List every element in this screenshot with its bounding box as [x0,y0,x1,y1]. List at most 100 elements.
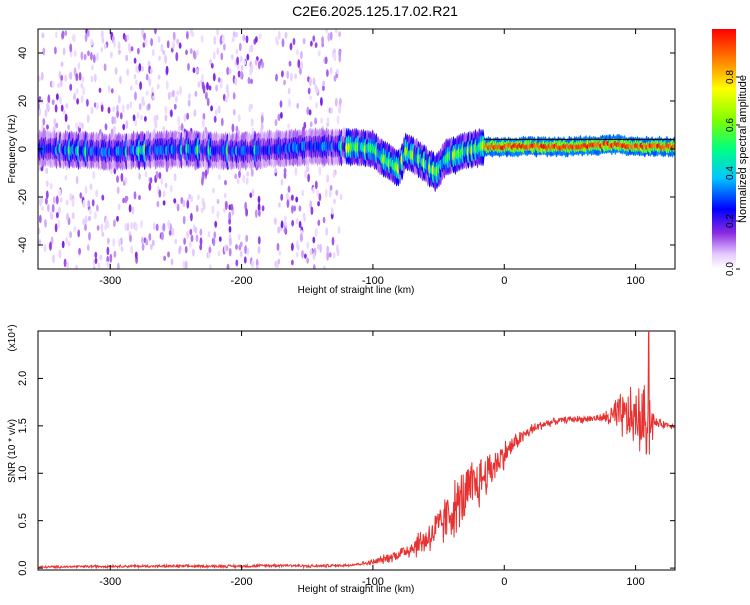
heatmap-noise-cell [100,46,104,53]
heatmap-noise-cell [260,115,264,124]
heatmap-noise-cell [216,47,220,55]
colorbar [712,29,736,269]
heatmap-noise-cell [295,196,299,203]
heatmap-noise-cell [280,178,284,186]
heatmap-noise-cell [47,204,50,212]
heatmap-noise-cell [309,121,313,128]
heatmap-noise-cell [239,241,243,248]
heatmap-noise-cell [183,113,187,122]
heatmap-noise-cell [288,195,292,202]
heatmap-noise-cell [295,217,299,225]
heatmap-noise-cell [116,110,119,118]
heatmap-noise-cell [237,70,241,78]
heatmap-noise-cell [54,104,58,113]
heatmap-noise-cell [192,67,196,74]
snr-y-tick-label: 0.5 [17,513,29,528]
heatmap-noise-cell [51,80,55,88]
heatmap-noise-cell [110,51,113,59]
heatmap-noise-cell [199,228,203,236]
heatmap-noise-cell [96,225,100,231]
heatmap-noise-cell [186,230,190,239]
heatmap-noise-cell [217,105,221,114]
heatmap-noise-cell [336,68,339,75]
heatmap-noise-cell [116,186,120,195]
heatmap-noise-cell [223,207,226,213]
heatmap-noise-cell [239,250,243,258]
snr-x-tick-label: -300 [99,576,121,588]
heatmap-noise-cell [199,237,203,246]
heatmap-noise-cell [88,215,91,222]
snr-x-tick-label: -100 [362,576,384,588]
heatmap-noise-cell [64,113,68,123]
heatmap-noise-cell [144,171,148,178]
heatmap-noise-cell [277,226,281,234]
heatmap-noise-cell [141,243,145,251]
heatmap-noise-cell [161,231,164,241]
heatmap-noise-cell [254,209,258,218]
heatmap-noise-cell [211,205,215,215]
heatmap-noise-cell [320,96,323,107]
heatmap-noise-cell [168,230,172,236]
heatmap-noise-cell [212,51,216,60]
heatmap-noise-cell [286,199,290,208]
heatmap-y-tick-label: 40 [17,47,29,59]
heatmap-noise-cell [63,109,66,116]
heatmap-noise-cell [116,175,119,183]
heatmap-noise-cell [329,31,333,41]
heatmap-noise-cell [284,215,287,221]
heatmap-noise-cell [294,73,297,80]
heatmap-noise-cell [335,189,339,196]
heatmap-noise-cell [155,114,159,121]
heatmap-noise-cell [116,104,119,112]
heatmap-x-tick-label: -100 [362,275,384,287]
heatmap-noise-cell [224,96,228,103]
heatmap-noise-cell [297,59,301,69]
heatmap-noise-cell [162,200,166,206]
heatmap-noise-cell [234,77,238,86]
heatmap-noise-cell [312,186,315,194]
heatmap-noise-cell [309,95,312,101]
heatmap-noise-cell [324,56,328,65]
heatmap-noise-cell [294,167,298,176]
heatmap-noise-cell [235,31,239,38]
heatmap-noise-cell [321,41,325,48]
heatmap-noise-cell [202,84,206,94]
heatmap-noise-cell [170,258,174,266]
heatmap-noise-cell [232,108,236,116]
heatmap-noise-cell [324,188,328,198]
heatmap-noise-cell [149,177,153,184]
heatmap-noise-cell [257,195,261,204]
heatmap-noise-cell [193,109,197,117]
heatmap-noise-cell [337,226,341,235]
heatmap-noise-cell [55,195,59,205]
heatmap-noise-cell [333,198,336,205]
heatmap-noise-cell [329,184,333,191]
heatmap-noise-cell [58,206,61,214]
heatmap-cells [38,29,675,269]
heatmap-noise-cell [158,189,162,198]
heatmap-noise-cell [130,222,134,230]
heatmap-noise-cell [220,117,224,127]
heatmap-noise-cell [49,210,53,220]
heatmap-noise-cell [176,90,180,96]
heatmap-noise-cell [298,220,302,229]
heatmap-noise-cell [322,216,326,224]
heatmap-y-tick-label: -20 [17,189,29,205]
heatmap-noise-cell [57,82,60,89]
heatmap-noise-cell [90,52,93,61]
heatmap-noise-cell [60,61,64,67]
heatmap-noise-cell [77,62,81,70]
heatmap-noise-cell [314,42,318,48]
heatmap-noise-cell [214,220,218,228]
heatmap-noise-cell [331,236,335,246]
heatmap-noise-cell [277,258,281,265]
heatmap-noise-cell [338,49,342,58]
heatmap-noise-cell [225,245,229,252]
heatmap-noise-cell [308,109,312,116]
heatmap-noise-cell [173,103,177,110]
heatmap-noise-cell [201,73,204,83]
heatmap-noise-cell [84,215,88,225]
heatmap-noise-cell [216,198,220,205]
heatmap-noise-cell [283,171,287,179]
heatmap-noise-cell [293,205,297,212]
